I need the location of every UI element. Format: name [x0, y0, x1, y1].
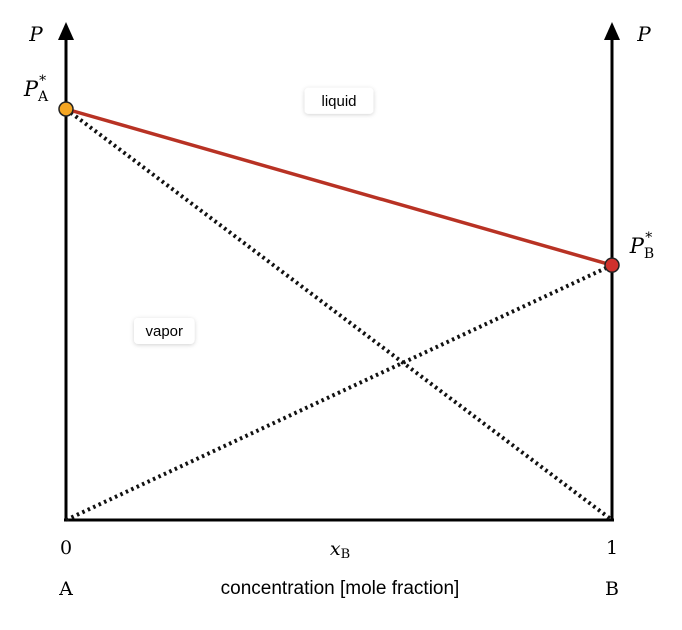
pressure-point-b: [604, 257, 620, 273]
component-label-b: B: [605, 578, 619, 600]
component-label-a: A: [58, 578, 73, 600]
region-label-liquid-text: liquid: [321, 93, 356, 110]
y-axis-label-left: P: [28, 22, 43, 46]
region-label-vapor: vapor: [134, 317, 195, 344]
point-label-b: PB*: [629, 230, 654, 262]
x-axis-symbol: xB: [330, 538, 350, 562]
point-label-a: PA*: [23, 73, 49, 105]
x-axis-title: concentration [mole fraction]: [221, 578, 460, 599]
total-pressure-line: [65, 107, 613, 267]
pressure-point-a: [58, 101, 74, 117]
left-axis-arrow-icon: [58, 22, 74, 40]
y-axis-label-right: P: [636, 22, 651, 46]
partial-pressure-a-line: [64, 107, 614, 522]
x-tick-label-1: 1: [606, 537, 618, 559]
partial-pressure-b-line: [65, 263, 613, 522]
region-label-vapor-text: vapor: [146, 323, 184, 340]
right-axis-arrow-icon: [604, 22, 620, 40]
region-label-liquid: liquid: [304, 87, 374, 114]
x-tick-label-0: 0: [60, 537, 72, 559]
